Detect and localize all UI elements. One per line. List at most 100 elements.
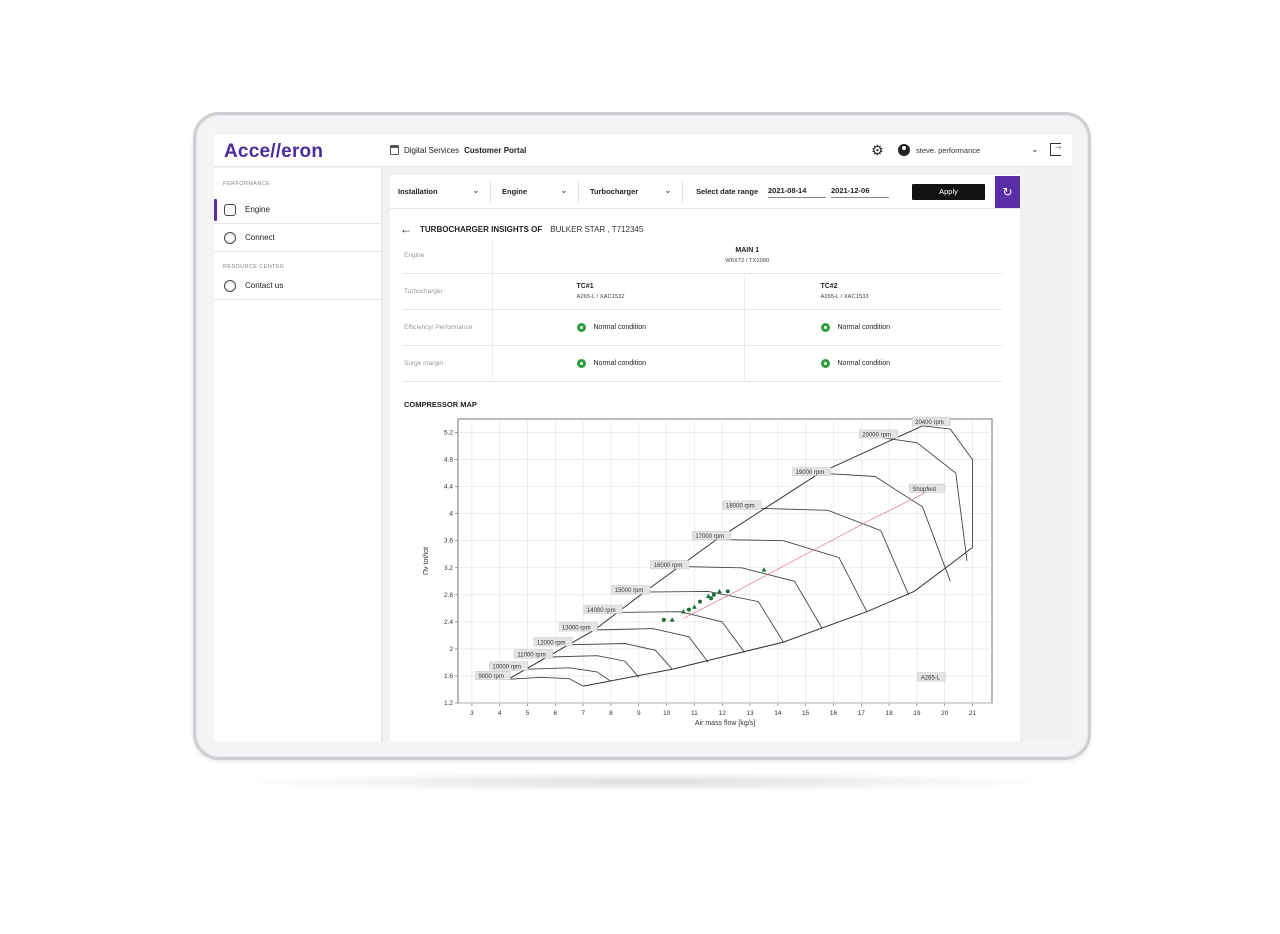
main-panel: Installation ⌄ Engine ⌄ Turbocharger ⌄ S… [390,175,1020,741]
speed-line-label: 20400 rpm [915,420,944,426]
x-tick-label: 3 [470,710,474,717]
speed-line-label-box [792,466,832,476]
tc2-name: TC#2 [820,282,838,290]
turbocharger-select[interactable]: Turbocharger [590,187,639,196]
shopfest-label-box [909,483,945,493]
speed-line-label: 12000 rpm [537,640,566,646]
date-to-input[interactable]: 2021-12-06 [831,186,889,198]
engine-select[interactable]: Engine [502,187,528,196]
speed-line-label-box [911,416,951,426]
compressor-map-chart: 3 4 5 6 7 8 9 10 11 12 13 14 15 16 17 18 19 20 21 1.2 1.6 2 2.… [404,411,1004,741]
x-tick-label: 16 [830,710,838,717]
measurement-point [717,588,722,594]
speed-line-label: 19000 rpm [796,470,825,476]
user-icon[interactable] [898,144,910,156]
speed-line [716,538,868,612]
device-shadow [230,772,1060,792]
top-bar: Acce//eron Digital Services Customer Por… [214,135,1072,167]
connect-icon [224,231,236,244]
tc2-model: A265-L / XAC1533 [820,293,869,300]
y-tick-label: 5.2 [444,430,453,437]
measurement-point [761,567,767,572]
sidebar-item-label: Engine [245,205,270,214]
speed-line-label-box [650,560,690,570]
speed-line [619,611,745,653]
plot-frame [457,418,993,704]
y-tick-label: 2 [449,646,453,653]
engine-name: MAIN 1 [735,247,760,255]
speed-line-label: 13000 rpm [562,625,591,631]
speed-line-label: 9000 rpm [478,674,503,680]
gear-icon[interactable]: ⚙ [871,142,884,158]
x-tick-label: 9 [637,710,641,717]
status-text: Normal condition [593,359,647,367]
tc1-model: A265-L / XAC1532 [576,293,625,300]
sidebar-item-contact[interactable]: Contact us [214,272,382,300]
measurement-point [692,604,697,609]
status-ok-icon [576,358,586,368]
insights-title: TURBOCHARGER INSIGHTS OF [420,224,543,234]
divider [490,181,491,203]
x-tick-label: 18 [885,710,893,717]
x-tick-label: 12 [719,710,727,717]
y-tick-label: 1.2 [444,700,453,707]
speed-line-label: 16000 rpm [654,563,683,569]
sidebar-item-connect[interactable]: Connect [214,224,382,252]
x-axis-label: Air mass flow [kg/s] [695,720,755,727]
tc2-surge: Normal condition [744,345,1002,382]
sidebar-item-engine[interactable]: Engine [214,196,382,224]
x-tick-label: 6 [554,710,558,717]
status-ok-icon [820,322,830,332]
row-label-surge: Surge margin [402,345,493,382]
row-label-efficiency: Efficiency/ Performance [402,309,493,346]
status-ok-icon [576,322,586,332]
speed-line [549,655,640,678]
speed-line [569,643,673,670]
y-tick-label: 1.6 [444,673,453,680]
engine-model: W6X72 / TX1090 [725,258,770,265]
tc1-surge: Normal condition [492,345,745,382]
date-from-input[interactable]: 2021-08-14 [768,186,826,198]
installation-select[interactable]: Installation [398,187,438,196]
measurement-point [705,593,711,598]
logout-icon[interactable] [1050,141,1063,156]
speed-line-label: 14000 rpm [587,608,616,614]
chevron-down-icon[interactable]: ⌄ [664,185,672,195]
speed-line-label: 17000 rpm [695,534,724,540]
x-tick-label: 7 [581,710,585,717]
engine-icon [224,203,236,216]
x-tick-label: 5 [526,710,530,717]
ship-name: BULKER STAR , T712345 [550,224,644,234]
speed-line-label-box [475,671,511,681]
speed-line-label-box [583,604,623,614]
speed-line [527,667,612,682]
building-icon [390,145,399,155]
speed-line-label-box [558,622,598,632]
status-text: Normal condition [837,359,891,367]
user-name[interactable]: steve. performance [916,146,981,155]
x-tick-label: 13 [746,710,754,717]
brand-logo[interactable]: Acce//eron [224,141,324,162]
speed-line [508,676,584,687]
measurement-point [680,609,686,614]
row-label-engine: Engine [402,239,493,274]
chevron-down-icon[interactable]: ⌄ [560,185,568,195]
table-row: Turbocharger TC#1 A265-L / XAC1532 TC#2 … [402,273,1002,310]
y-tick-label: 2.8 [444,592,453,599]
apply-button[interactable]: Apply [912,184,985,200]
speed-line-label: 20000 rpm [862,433,891,439]
insights-title-row: ← TURBOCHARGER INSIGHTS OF BULKER STAR ,… [400,222,643,236]
x-tick-label: 11 [691,710,698,717]
back-arrow-icon[interactable]: ← [400,222,412,236]
tc2-efficiency: Normal condition [744,309,1002,346]
chevron-down-icon[interactable]: ⌄ [472,185,480,195]
engine-cell: MAIN 1 W6X72 / TX1090 [492,239,1002,274]
model-label: A265-L [921,675,941,681]
tc1-name: TC#1 [576,282,594,290]
shopfest-line [683,491,929,619]
refresh-icon[interactable]: ↻ [995,176,1020,208]
x-tick-label: 14 [774,710,782,717]
tc1-efficiency: Normal condition [492,309,745,346]
tc1-cell: TC#1 A265-L / XAC1532 [492,273,745,310]
chevron-down-icon[interactable]: ⌄ [1031,144,1039,154]
